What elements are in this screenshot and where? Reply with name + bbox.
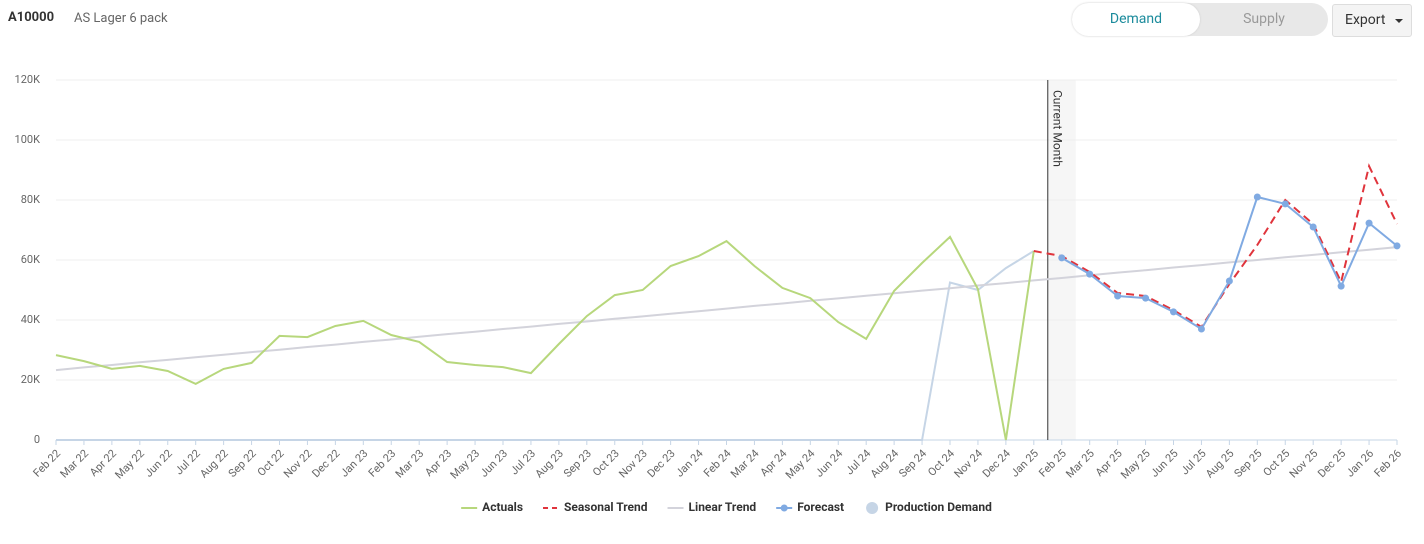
- x-tick-label: Jun 24: [813, 447, 846, 480]
- x-tick-label: Sep 22: [226, 447, 259, 480]
- y-tick-label: 40K: [21, 313, 40, 326]
- legend-label: Production Demand: [885, 500, 992, 514]
- legend-label: Actuals: [482, 500, 523, 514]
- legend-item: Linear Trend: [667, 500, 757, 514]
- legend-symbol: [866, 502, 879, 514]
- view-toggle: Demand Supply: [1072, 3, 1328, 36]
- x-tick-label: Jan 26: [1344, 447, 1377, 480]
- x-tick-label: Aug 22: [197, 447, 231, 481]
- x-tick-label: Dec 25: [1315, 447, 1348, 480]
- legend-item: Forecast: [776, 500, 844, 514]
- x-tick-label: Nov 23: [616, 447, 650, 481]
- legend-label: Seasonal Trend: [564, 500, 648, 514]
- forecast-point: [1337, 282, 1345, 290]
- item-name: AS Lager 6 pack: [74, 11, 168, 26]
- x-tick-label: May 25: [1118, 447, 1153, 482]
- forecast-point: [1365, 219, 1373, 227]
- x-tick-label: Feb 22: [31, 447, 64, 480]
- x-tick-label: Sep 24: [896, 447, 929, 480]
- x-tick-label: Sep 25: [1232, 447, 1265, 480]
- legend-label: Forecast: [797, 500, 844, 514]
- x-tick-label: Aug 24: [868, 447, 902, 481]
- x-tick-label: Feb 25: [1036, 447, 1069, 480]
- x-tick-label: Mar 25: [1063, 447, 1097, 481]
- x-tick-label: Aug 23: [532, 447, 566, 481]
- y-tick-label: 20K: [21, 373, 40, 386]
- item-code: A10000: [8, 10, 55, 25]
- x-tick-label: Jan 24: [673, 447, 706, 480]
- tab[interactable]: Supply: [1243, 11, 1285, 27]
- x-tick-label: Oct 25: [1261, 447, 1293, 479]
- legend-item: Production Demand: [866, 500, 992, 514]
- x-tick-label: Jan 23: [338, 447, 371, 480]
- series-line: [55, 246, 1398, 372]
- y-tick-label: 60K: [21, 253, 40, 266]
- forecast-point: [1058, 254, 1066, 262]
- x-tick-label: Oct 22: [255, 447, 287, 479]
- y-tick-label: 100K: [15, 133, 41, 146]
- forecast-point: [1086, 270, 1094, 278]
- x-tick-label: Mar 22: [58, 447, 92, 481]
- x-tick-label: Dec 22: [309, 447, 342, 480]
- legend-item: Actuals: [461, 500, 523, 514]
- x-tick-label: May 23: [448, 447, 483, 482]
- x-tick-label: Jan 25: [1008, 447, 1041, 480]
- x-tick-label: Jun 25: [1148, 447, 1181, 480]
- legend-symbol: [780, 504, 788, 512]
- series-line: [55, 235, 1035, 441]
- x-tick-label: Feb 23: [366, 447, 399, 480]
- export-button[interactable]: Export: [1332, 4, 1412, 37]
- tab[interactable]: Demand: [1072, 3, 1200, 36]
- export-label: Export: [1345, 12, 1386, 28]
- x-tick-label: Oct 23: [590, 447, 622, 479]
- x-tick-label: Mar 23: [393, 447, 427, 481]
- x-tick-label: Jun 22: [142, 447, 175, 480]
- x-tick-label: Nov 24: [952, 447, 986, 481]
- forecast-point: [1142, 294, 1150, 302]
- forecast-point: [1197, 325, 1205, 333]
- caret: [1395, 19, 1403, 27]
- forecast-point: [1253, 193, 1261, 201]
- forecast-point: [1281, 200, 1289, 208]
- y-tick-label: 0: [34, 433, 40, 446]
- forecast-point: [1393, 242, 1401, 250]
- x-tick-label: Nov 22: [281, 447, 315, 481]
- x-tick-label: Aug 25: [1203, 447, 1237, 481]
- x-tick-label: Nov 25: [1287, 447, 1321, 481]
- x-tick-label: Dec 23: [645, 447, 678, 480]
- series-line: [1033, 163, 1398, 329]
- x-tick-label: Oct 24: [925, 447, 957, 479]
- y-tick-label: 80K: [21, 193, 40, 206]
- x-tick-label: Feb 26: [1372, 447, 1405, 480]
- forecast-point: [1309, 223, 1317, 231]
- forecast-point: [1114, 292, 1122, 300]
- current-month-label: Current Month: [1051, 90, 1065, 167]
- x-tick-label: Mar 24: [728, 447, 762, 481]
- x-tick-label: Dec 24: [980, 447, 1013, 480]
- x-tick-label: Feb 24: [701, 447, 734, 480]
- forecast-point: [1170, 308, 1177, 316]
- x-tick-label: Sep 23: [561, 447, 594, 480]
- x-tick-label: May 22: [112, 447, 147, 482]
- x-tick-label: Jun 23: [477, 447, 510, 480]
- x-tick-label: May 24: [783, 447, 818, 482]
- legend-item: Seasonal Trend: [543, 500, 648, 514]
- series-line: [56, 250, 1035, 441]
- legend-label: Linear Trend: [689, 500, 757, 514]
- y-tick-label: 120K: [15, 73, 41, 86]
- forecast-point: [1225, 277, 1233, 285]
